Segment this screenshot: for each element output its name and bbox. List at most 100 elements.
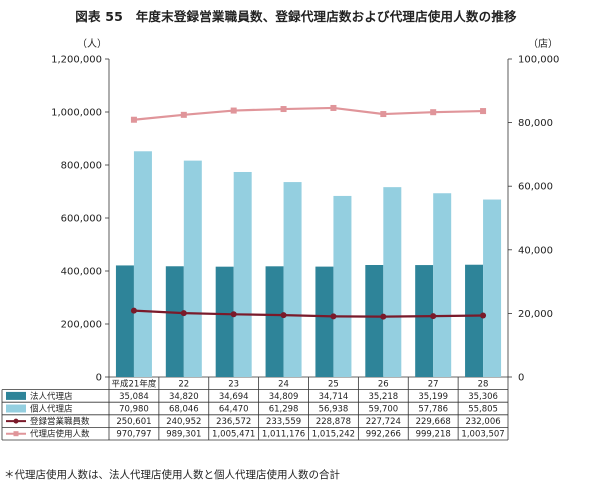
legend-label: 代理店使用人数 <box>30 429 90 440</box>
data-label: 34,694 <box>219 392 249 402</box>
left-tick-label: 1,200,000 <box>51 55 102 66</box>
left-axis-unit: （人） <box>77 38 107 50</box>
data-table: 平成21年度 22 23 24 25 26 27 28 法人代理店 35,084 34,820 34,… <box>1 377 509 441</box>
line-point <box>330 313 337 320</box>
line-point <box>330 104 337 111</box>
data-label: 250,601 <box>116 417 151 427</box>
data-label: 992,266 <box>366 430 401 440</box>
data-label: 68,046 <box>169 405 199 415</box>
data-label: 989,301 <box>166 430 201 440</box>
line-point <box>480 312 487 319</box>
bar <box>265 266 284 377</box>
right-tick-label: 0 <box>518 373 524 384</box>
data-label: 227,724 <box>366 417 401 427</box>
legend-label: 登録営業職員数 <box>30 416 90 427</box>
data-label: 240,952 <box>166 417 201 427</box>
line-point <box>480 108 487 115</box>
bars <box>115 151 502 377</box>
bar <box>383 187 402 377</box>
legend-label: 法人代理店 <box>30 391 73 402</box>
line-point <box>130 307 137 314</box>
lines <box>130 104 487 320</box>
bar <box>333 195 352 377</box>
data-label: 61,298 <box>269 405 299 415</box>
left-tick-label: 600,000 <box>61 214 102 225</box>
data-label: 35,084 <box>119 392 149 402</box>
series-line <box>133 106 484 121</box>
line-point <box>430 313 437 320</box>
bar <box>133 151 152 377</box>
bar <box>465 264 484 377</box>
right-tick-label: 80,000 <box>518 118 553 129</box>
line-point <box>230 311 237 318</box>
line-point <box>180 111 187 118</box>
bar <box>433 193 452 377</box>
data-label: 229,668 <box>416 417 451 427</box>
bar <box>115 265 134 377</box>
data-label: 1,003,507 <box>461 430 504 440</box>
legend-swatch <box>6 391 26 400</box>
line-point <box>280 312 287 319</box>
bar <box>233 171 252 377</box>
data-label: 228,878 <box>316 417 351 427</box>
category-label: 平成21年度 <box>112 379 157 390</box>
data-label: 57,786 <box>418 405 448 415</box>
bar <box>165 266 184 377</box>
category-label: 24 <box>278 380 289 390</box>
data-label: 70,980 <box>119 405 149 415</box>
bar <box>483 199 502 377</box>
bar <box>215 266 234 377</box>
data-label: 236,572 <box>216 417 251 427</box>
category-label: 27 <box>428 380 439 390</box>
line-point <box>280 106 287 113</box>
data-label: 1,005,471 <box>212 430 255 440</box>
left-tick-label: 400,000 <box>61 267 102 278</box>
bar <box>365 265 384 377</box>
data-label: 1,011,176 <box>262 430 305 440</box>
data-label: 34,809 <box>269 392 299 402</box>
line-point <box>380 313 387 320</box>
data-label: 970,797 <box>116 430 151 440</box>
data-label: 999,218 <box>416 430 451 440</box>
category-label: 25 <box>328 380 339 390</box>
line-point <box>230 107 237 114</box>
data-label: 35,306 <box>468 392 498 402</box>
line-point <box>380 111 387 118</box>
chart-title: 図表 55 年度末登録営業職員数、登録代理店数および代理店使用人数の推移 <box>75 9 517 24</box>
right-axis-unit: （店） <box>528 37 558 50</box>
left-tick-label: 200,000 <box>61 320 102 331</box>
bar <box>415 265 434 377</box>
category-label: 28 <box>478 380 489 390</box>
legend-label: 個人代理店 <box>30 404 73 415</box>
data-label: 233,559 <box>266 417 301 427</box>
data-label: 35,218 <box>368 392 398 402</box>
legend-marker <box>13 431 19 437</box>
data-label: 34,820 <box>169 392 199 402</box>
right-tick-label: 100,000 <box>518 55 559 66</box>
data-label: 56,938 <box>319 405 349 415</box>
line-point <box>130 116 137 123</box>
legend-swatch <box>6 404 26 413</box>
data-label: 34,714 <box>319 392 349 402</box>
left-tick-label: 0 <box>96 373 102 384</box>
data-label: 64,470 <box>219 405 249 415</box>
left-tick-label: 1,000,000 <box>51 108 102 119</box>
category-label: 26 <box>378 380 389 390</box>
category-label: 22 <box>178 380 189 390</box>
data-label: 59,700 <box>368 405 398 415</box>
category-label: 23 <box>228 380 239 390</box>
right-tick-label: 60,000 <box>518 182 553 193</box>
data-label: 232,006 <box>465 417 500 427</box>
bar <box>283 182 302 377</box>
data-label: 1,015,242 <box>312 430 355 440</box>
right-tick-label: 40,000 <box>518 245 553 256</box>
bar <box>315 266 334 377</box>
legend-marker <box>13 418 19 424</box>
footnote: ＊代理店使用人数は、法人代理店使用人数と個人代理店使用人数の合計 <box>4 469 340 481</box>
right-tick-label: 20,000 <box>518 309 553 320</box>
series-line <box>133 309 484 318</box>
bar <box>183 160 202 377</box>
left-tick-label: 800,000 <box>61 161 102 172</box>
data-label: 55,805 <box>468 405 498 415</box>
